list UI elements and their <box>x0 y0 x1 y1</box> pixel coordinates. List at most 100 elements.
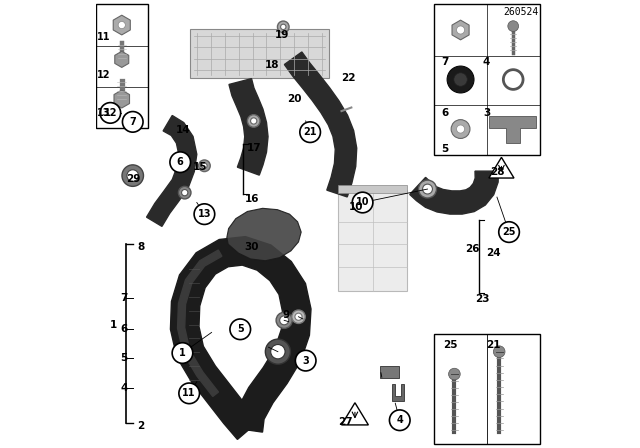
Circle shape <box>295 313 302 320</box>
Circle shape <box>300 122 321 142</box>
Text: 17: 17 <box>246 143 261 153</box>
Text: 22: 22 <box>341 73 355 83</box>
Circle shape <box>266 339 291 364</box>
Circle shape <box>118 22 125 29</box>
Circle shape <box>202 163 207 168</box>
Polygon shape <box>170 237 311 439</box>
Circle shape <box>248 115 260 127</box>
Circle shape <box>170 152 191 172</box>
Circle shape <box>230 319 251 340</box>
Circle shape <box>251 118 257 124</box>
Text: 7: 7 <box>120 293 127 303</box>
FancyBboxPatch shape <box>96 4 148 128</box>
Polygon shape <box>177 250 222 396</box>
Polygon shape <box>147 116 196 226</box>
Text: 6: 6 <box>441 108 448 118</box>
Text: 260524: 260524 <box>504 7 539 17</box>
Text: 21: 21 <box>303 127 317 137</box>
Circle shape <box>194 204 215 224</box>
Polygon shape <box>284 52 356 197</box>
Text: 5: 5 <box>237 324 244 334</box>
Circle shape <box>422 184 433 194</box>
Text: 20: 20 <box>287 95 301 104</box>
Text: 26: 26 <box>465 244 479 254</box>
Circle shape <box>280 24 286 30</box>
Text: 8: 8 <box>137 242 145 252</box>
FancyBboxPatch shape <box>338 185 408 193</box>
Text: 1: 1 <box>179 348 186 358</box>
Polygon shape <box>489 116 536 142</box>
Circle shape <box>280 316 289 325</box>
Circle shape <box>454 73 467 86</box>
Polygon shape <box>113 15 131 35</box>
Text: 2: 2 <box>137 422 145 431</box>
Text: 25: 25 <box>443 340 457 350</box>
Circle shape <box>451 120 470 138</box>
Circle shape <box>493 346 505 358</box>
Text: 1: 1 <box>109 320 116 330</box>
Text: 14: 14 <box>176 125 191 135</box>
Polygon shape <box>114 90 129 108</box>
Circle shape <box>172 343 193 363</box>
Circle shape <box>122 112 143 132</box>
Text: 7: 7 <box>129 117 136 127</box>
Text: 27: 27 <box>338 417 353 427</box>
Polygon shape <box>410 171 499 214</box>
Circle shape <box>352 192 373 213</box>
Text: 30: 30 <box>244 242 259 252</box>
Circle shape <box>276 312 292 328</box>
Text: 10: 10 <box>356 198 369 207</box>
Polygon shape <box>229 78 268 175</box>
FancyBboxPatch shape <box>435 4 540 155</box>
Text: 9: 9 <box>283 310 290 320</box>
Circle shape <box>292 310 305 323</box>
Text: 5: 5 <box>120 353 127 363</box>
FancyBboxPatch shape <box>190 29 329 78</box>
Circle shape <box>122 165 143 186</box>
Text: 3: 3 <box>302 356 309 366</box>
Circle shape <box>499 222 520 242</box>
Text: 25: 25 <box>502 227 516 237</box>
Text: 6: 6 <box>120 324 127 334</box>
Text: 12: 12 <box>104 108 117 118</box>
Circle shape <box>182 190 188 196</box>
Polygon shape <box>489 157 514 178</box>
Text: 21: 21 <box>486 340 501 350</box>
Text: 3: 3 <box>483 108 490 118</box>
Circle shape <box>390 410 410 431</box>
Text: 10: 10 <box>349 202 363 212</box>
Text: 28: 28 <box>490 168 505 177</box>
Polygon shape <box>392 384 404 401</box>
Circle shape <box>508 21 518 31</box>
Polygon shape <box>115 52 129 67</box>
Circle shape <box>296 350 316 371</box>
Text: 15: 15 <box>193 162 207 172</box>
Circle shape <box>278 21 289 33</box>
Text: 4: 4 <box>120 383 127 392</box>
Text: 7: 7 <box>441 57 448 67</box>
Circle shape <box>127 170 139 181</box>
Circle shape <box>271 345 285 359</box>
Circle shape <box>179 186 191 199</box>
Polygon shape <box>342 403 369 425</box>
Text: 13: 13 <box>198 209 211 219</box>
FancyBboxPatch shape <box>435 334 540 444</box>
Circle shape <box>503 69 523 90</box>
FancyBboxPatch shape <box>380 366 399 378</box>
Circle shape <box>447 66 474 93</box>
Text: 16: 16 <box>244 194 259 204</box>
Text: 23: 23 <box>475 294 490 304</box>
FancyBboxPatch shape <box>338 190 408 291</box>
Text: 5: 5 <box>441 144 448 154</box>
Polygon shape <box>227 208 301 261</box>
Text: 18: 18 <box>265 60 279 70</box>
Text: 13: 13 <box>97 108 111 118</box>
Circle shape <box>456 26 465 34</box>
Text: 19: 19 <box>275 30 289 40</box>
Circle shape <box>179 383 200 404</box>
Text: 24: 24 <box>486 248 500 258</box>
Text: 4: 4 <box>396 415 403 425</box>
Text: 11: 11 <box>182 388 196 398</box>
Circle shape <box>198 160 210 172</box>
Text: 6: 6 <box>177 157 184 167</box>
